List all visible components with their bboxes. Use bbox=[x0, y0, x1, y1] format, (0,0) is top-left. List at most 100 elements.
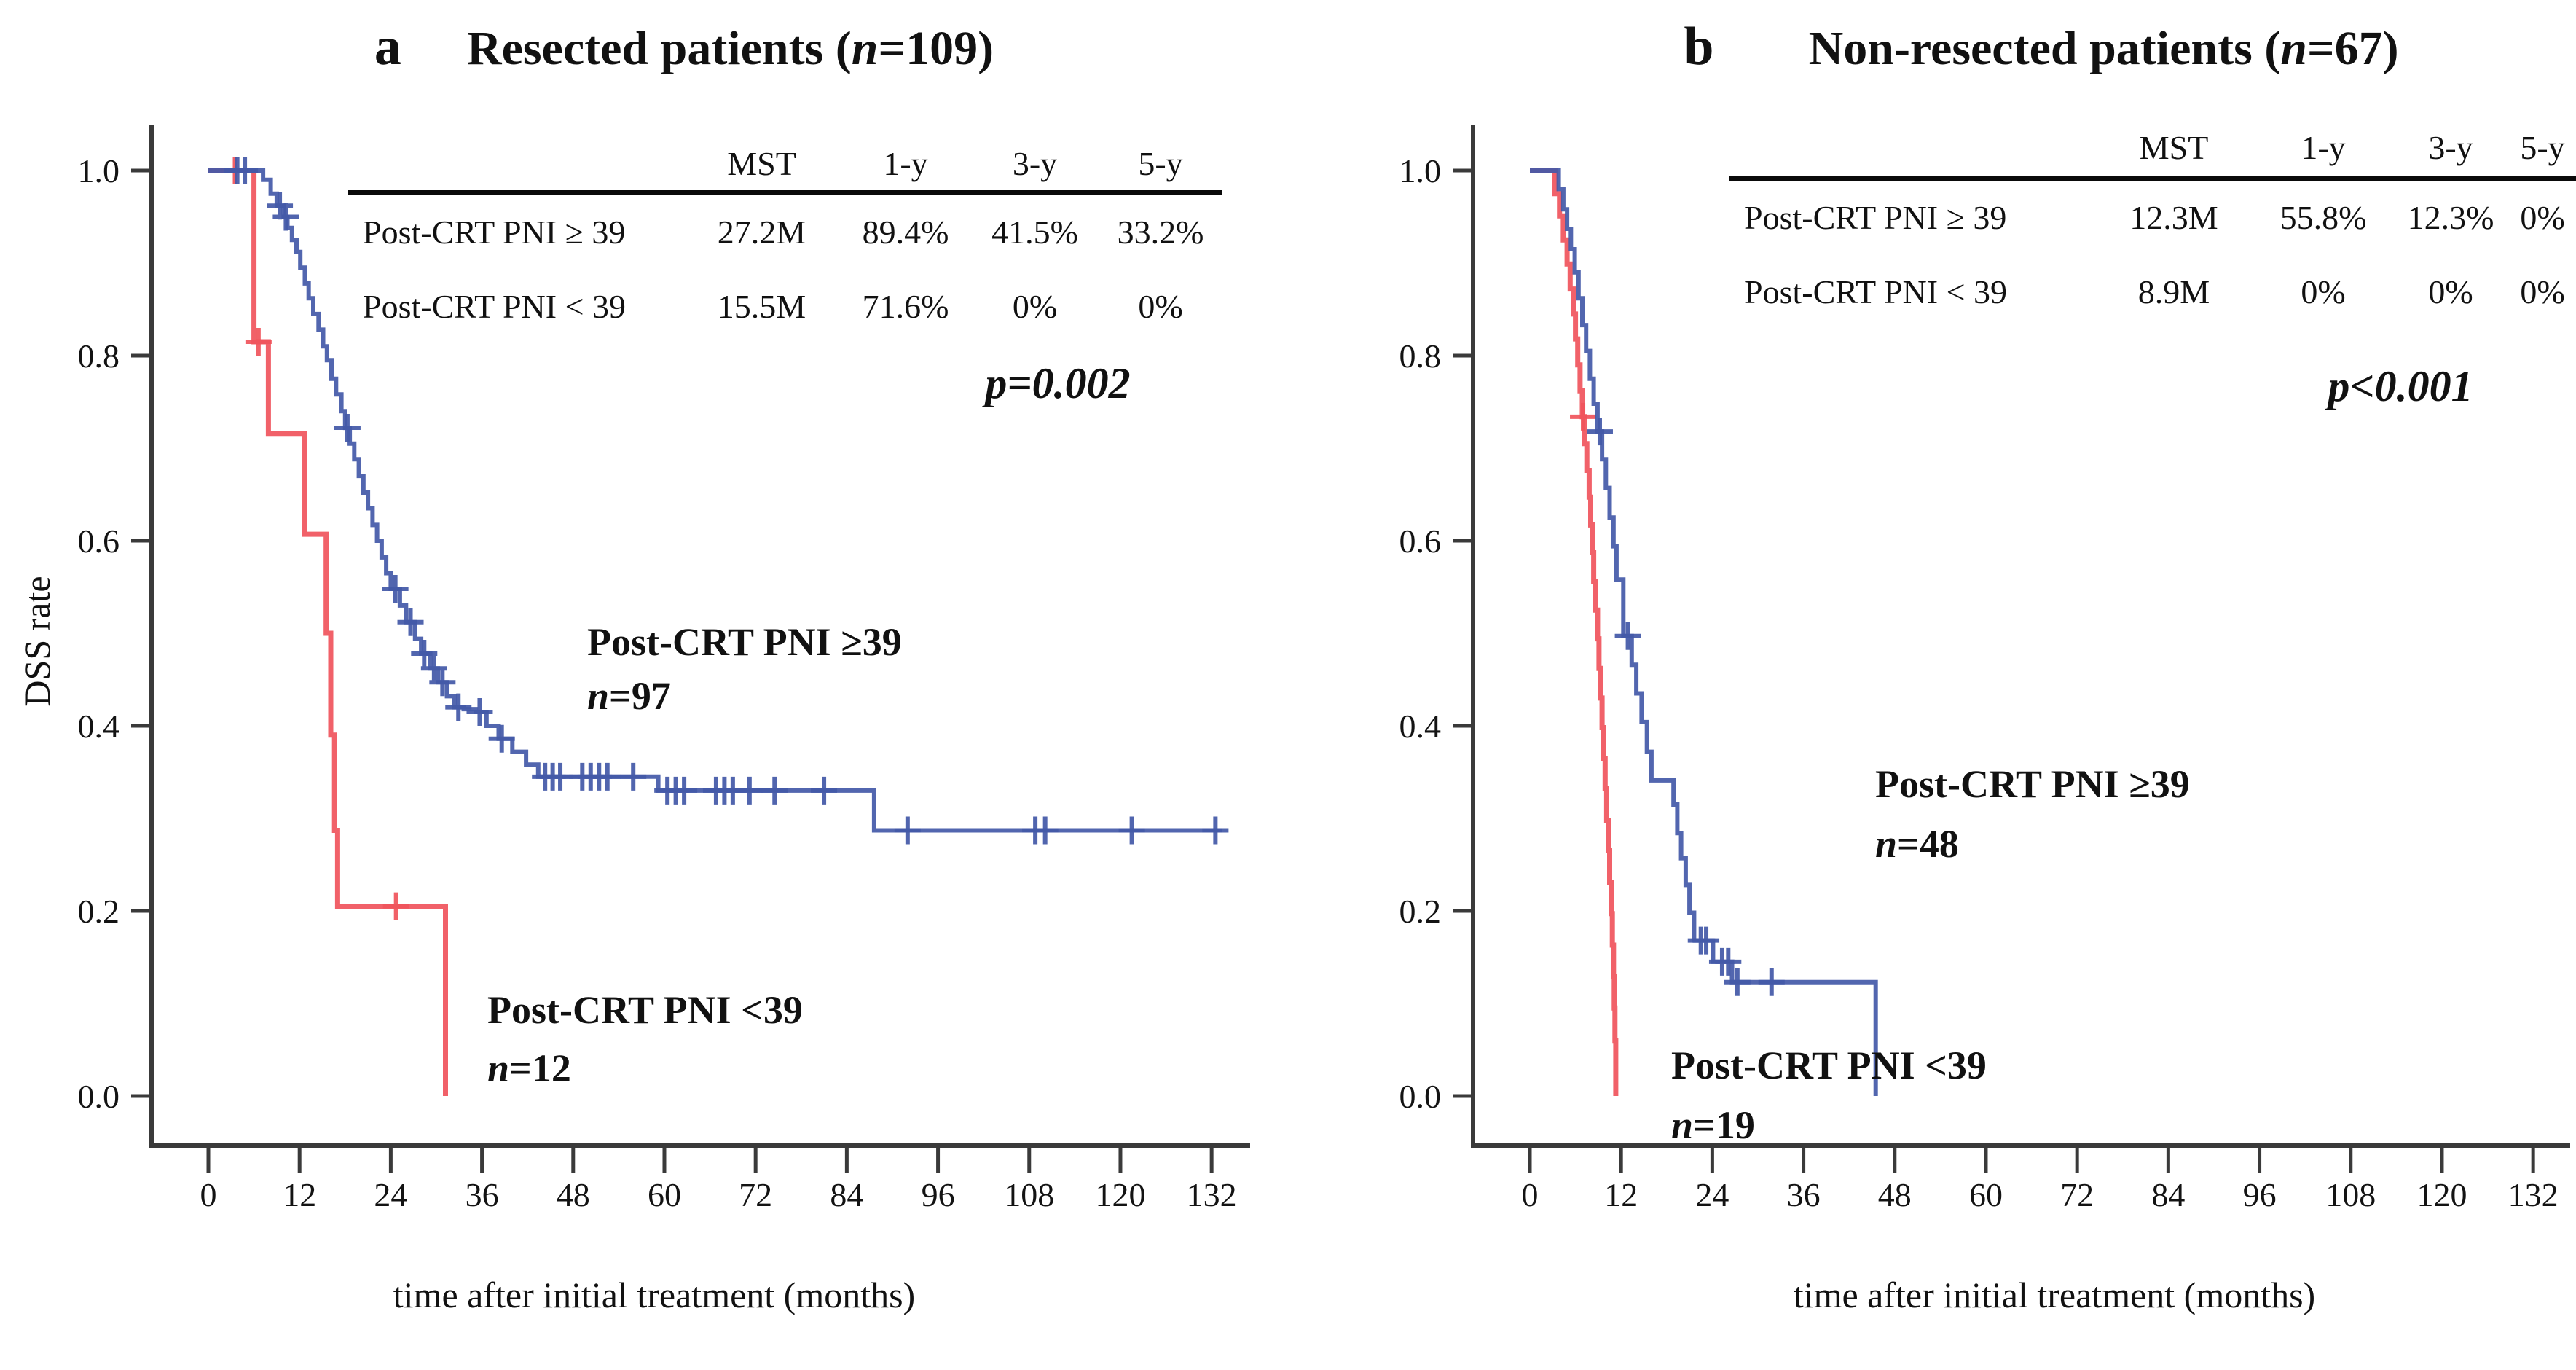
x-axis-title: time after initial treatment (months) bbox=[393, 1275, 916, 1315]
table-cell-1y: 89.4% bbox=[862, 214, 949, 251]
y-tick-label: 0.4 bbox=[1399, 708, 1442, 745]
y-tick-label: 0.6 bbox=[1399, 522, 1442, 560]
y-tick-label: 0.6 bbox=[78, 522, 120, 560]
censor-marks-pni-ge39 bbox=[1586, 418, 1785, 996]
table-header-empty bbox=[348, 146, 683, 195]
table-header-mst: MST bbox=[683, 146, 840, 195]
y-tick-label: 0.8 bbox=[78, 337, 120, 375]
curve-label-n: n=48 bbox=[1875, 814, 2190, 874]
table-cell-3y: 12.3% bbox=[2407, 199, 2494, 236]
x-tick-label: 24 bbox=[374, 1176, 407, 1213]
p-symbol: p bbox=[985, 359, 1008, 407]
x-tick-label: 48 bbox=[1878, 1176, 1912, 1213]
table-header-1y: 1-y bbox=[840, 146, 971, 195]
title-suffix: =67) bbox=[2306, 22, 2399, 75]
x-tick-label: 60 bbox=[1969, 1176, 2003, 1213]
curve-label-text: Post-CRT PNI ≥39 bbox=[1875, 762, 2190, 806]
x-tick-label: 0 bbox=[1522, 1176, 1539, 1213]
table-cell-5y: 0% bbox=[1138, 288, 1183, 325]
p-value: p<0.001 bbox=[2328, 361, 2473, 412]
title-n-italic: n bbox=[851, 22, 879, 75]
curve-label-pni-lt39: Post-CRT PNI <39 n=12 bbox=[487, 981, 803, 1097]
panel-b-letter: b bbox=[1684, 17, 1714, 77]
curve-label-text: Post-CRT PNI <39 bbox=[487, 988, 803, 1032]
x-tick-label: 96 bbox=[2243, 1176, 2277, 1213]
table-cell-5y: 0% bbox=[2520, 199, 2565, 236]
table-header-3y: 3-y bbox=[971, 146, 1099, 195]
n-value: =12 bbox=[509, 1046, 571, 1090]
x-tick-label: 60 bbox=[648, 1176, 681, 1213]
survival-table-resected: MST 1-y 3-y 5-y Post-CRT PNI ≥ 39 27.2M … bbox=[348, 146, 1222, 344]
curve-label-text: Post-CRT PNI ≥39 bbox=[587, 620, 902, 664]
title-prefix: Resected patients ( bbox=[466, 22, 852, 75]
table-cell-1y: 0% bbox=[2301, 273, 2346, 310]
x-tick-label: 84 bbox=[830, 1176, 863, 1213]
table-cell-3y: 0% bbox=[1012, 288, 1058, 325]
table-cell-5y: 0% bbox=[2520, 273, 2565, 310]
n-italic: n bbox=[587, 674, 610, 718]
x-tick-label: 0 bbox=[200, 1176, 217, 1213]
x-tick-label: 72 bbox=[739, 1176, 772, 1213]
table-header-5y: 5-y bbox=[2509, 130, 2576, 181]
n-italic: n bbox=[1671, 1103, 1694, 1147]
title-suffix: =109) bbox=[878, 22, 994, 75]
table-header-1y: 1-y bbox=[2254, 130, 2392, 181]
table-cell-5y: 33.2% bbox=[1117, 214, 1204, 251]
x-tick-label: 12 bbox=[1604, 1176, 1638, 1213]
censor-marks-pni-ge39 bbox=[224, 157, 1229, 845]
p-number: <0.001 bbox=[2349, 362, 2473, 410]
n-italic: n bbox=[487, 1046, 510, 1090]
x-tick-label: 108 bbox=[2325, 1176, 2376, 1213]
x-tick-label: 24 bbox=[1695, 1176, 1729, 1213]
n-value: =48 bbox=[1897, 822, 1959, 866]
panel-resected: 1.0 0.8 0.6 0.4 0.2 0.0 0 12 24 36 48 60 72 84 96 108 12… bbox=[17, 17, 1250, 1315]
x-tick-label: 132 bbox=[1187, 1176, 1237, 1213]
y-tick-label: 0.4 bbox=[78, 708, 120, 745]
y-tick-label: 1.0 bbox=[78, 152, 120, 189]
x-axis-title: time after initial treatment (months) bbox=[1793, 1275, 2316, 1315]
x-tick-label: 36 bbox=[1787, 1176, 1821, 1213]
x-tick-label: 108 bbox=[1004, 1176, 1054, 1213]
table-cell-mst: 15.5M bbox=[717, 288, 806, 325]
x-tick-label: 120 bbox=[2416, 1176, 2467, 1213]
km-plot-resected: 1.0 0.8 0.6 0.4 0.2 0.0 0 12 24 36 48 60 72 84 96 108 12… bbox=[78, 125, 1250, 1213]
km-plot-non-resected: 1.0 0.8 0.6 0.4 0.2 0.0 0 12 24 36 48 60 72 84 96 108 12… bbox=[1399, 125, 2570, 1213]
panel-non-resected: 1.0 0.8 0.6 0.4 0.2 0.0 0 12 24 36 48 60 72 84 96 108 12… bbox=[1288, 0, 2576, 1370]
curve-label-pni-lt39: Post-CRT PNI <39 n=19 bbox=[1671, 1036, 1987, 1155]
n-value: =97 bbox=[609, 674, 671, 718]
y-axis-title: DSS rate bbox=[17, 576, 58, 707]
table-cell-3y: 41.5% bbox=[991, 214, 1078, 251]
curve-label-pni-ge39: Post-CRT PNI ≥39 n=97 bbox=[587, 615, 902, 723]
x-tick-label: 12 bbox=[283, 1176, 316, 1213]
table-cell-mst: 27.2M bbox=[717, 214, 806, 251]
panel-a-title-text: Resected patients (n=109) bbox=[467, 21, 994, 77]
title-n-italic: n bbox=[2280, 22, 2307, 75]
table-cell-3y: 0% bbox=[2428, 273, 2473, 310]
curve-label-pni-ge39: Post-CRT PNI ≥39 n=48 bbox=[1875, 754, 2190, 874]
y-tick-label: 0.2 bbox=[1399, 893, 1442, 930]
p-number: =0.002 bbox=[1007, 359, 1131, 407]
y-tick-label: 1.0 bbox=[1399, 152, 1442, 189]
title-prefix: Non-resected patients ( bbox=[1808, 22, 2281, 75]
x-tick-label: 48 bbox=[557, 1176, 590, 1213]
x-tick-label: 72 bbox=[2060, 1176, 2094, 1213]
n-italic: n bbox=[1875, 822, 1898, 866]
p-value: p=0.002 bbox=[985, 359, 1130, 409]
x-tick-label: 84 bbox=[2151, 1176, 2185, 1213]
table-row-label: Post-CRT PNI ≥ 39 bbox=[1744, 199, 2007, 236]
table-header-mst: MST bbox=[2094, 130, 2254, 181]
panel-a-letter: a bbox=[374, 17, 401, 77]
curve-label-text: Post-CRT PNI <39 bbox=[1671, 1044, 1987, 1087]
table-row-label: Post-CRT PNI < 39 bbox=[1744, 273, 2008, 310]
y-tick-label: 0.0 bbox=[78, 1078, 120, 1115]
table-cell-1y: 71.6% bbox=[862, 288, 949, 325]
p-symbol: p bbox=[2328, 362, 2350, 410]
x-tick-label: 120 bbox=[1095, 1176, 1145, 1213]
x-tick-label: 132 bbox=[2508, 1176, 2559, 1213]
table-cell-1y: 55.8% bbox=[2279, 199, 2367, 236]
curve-label-n: n=97 bbox=[587, 669, 902, 723]
y-tick-label: 0.8 bbox=[1399, 337, 1442, 375]
table-header-empty bbox=[1729, 130, 2094, 181]
km-curve-pni-ge39 bbox=[1530, 168, 1878, 1096]
